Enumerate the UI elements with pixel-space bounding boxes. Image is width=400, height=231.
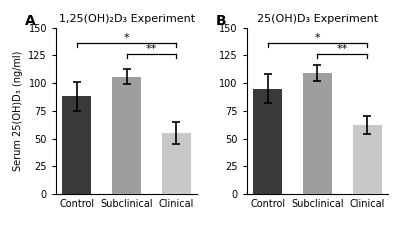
Text: *: *	[314, 33, 320, 43]
Title: 1,25(OH)₂D₃ Experiment: 1,25(OH)₂D₃ Experiment	[58, 14, 195, 24]
Bar	[353, 125, 382, 194]
Bar	[303, 73, 332, 194]
Text: *: *	[124, 33, 130, 43]
Text: **: **	[337, 44, 348, 54]
Bar	[112, 76, 141, 194]
Text: B: B	[216, 14, 226, 28]
Bar	[253, 89, 282, 194]
Text: **: **	[146, 44, 157, 54]
Y-axis label: Serum 25(OH)D₃ (ng/ml): Serum 25(OH)D₃ (ng/ml)	[13, 51, 23, 171]
Title: 25(OH)D₃ Experiment: 25(OH)D₃ Experiment	[257, 14, 378, 24]
Bar	[162, 133, 191, 194]
Bar	[62, 97, 91, 194]
Text: A: A	[25, 14, 36, 28]
